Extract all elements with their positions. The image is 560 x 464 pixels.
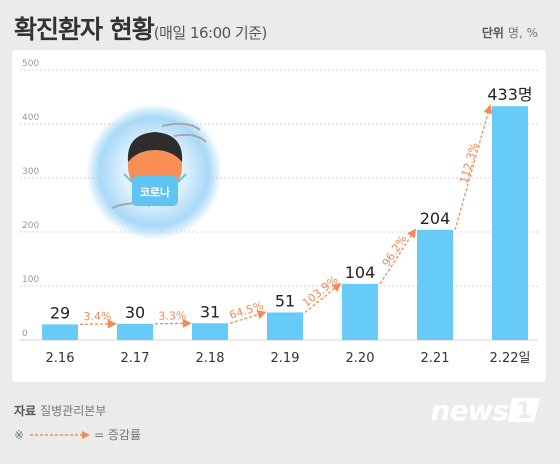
virus-illustration: 코로나 [86, 104, 222, 240]
chart-panel: 0 100 200 300 400 500 코로나 3.4% 3.3% 64.5% 103.9%… [12, 50, 546, 382]
unit-label-value: 명, % [507, 26, 538, 40]
legend: ※ = 증감률 [14, 426, 141, 443]
growth-arrow [454, 104, 493, 231]
bar-value-label: 31 [200, 302, 220, 321]
bar-value-label: 51 [275, 291, 295, 310]
logo-text: news [430, 393, 509, 427]
bar-value-label: 29 [50, 303, 70, 322]
source-label: 자료 [14, 404, 37, 418]
news1-logo: news 1 [431, 392, 544, 428]
bar [192, 323, 228, 340]
legend-mark: ※ [14, 427, 25, 442]
x-tick-label: 2.17 [121, 351, 150, 366]
y-tick-label: 500 [22, 59, 39, 69]
source-note: 자료 질병관리본부 [14, 402, 106, 419]
growth-arrow [304, 282, 342, 313]
x-tick-label: 2.18 [196, 351, 225, 366]
bar-value-label: 204 [420, 209, 451, 228]
unit-label: 단위 명, % [482, 24, 538, 41]
bar-value-label: 433명 [487, 85, 532, 104]
y-tick-label: 100 [22, 275, 39, 285]
legend-arrow-icon [30, 430, 91, 439]
bar [342, 283, 378, 340]
bar [117, 323, 153, 340]
bar [417, 229, 453, 340]
chart-title: 확진환자 현황(매일 16:00 기준) [14, 10, 267, 46]
bar [492, 106, 528, 341]
y-tick-label: 0 [22, 329, 28, 339]
logo-mark-icon: 1 [508, 398, 540, 424]
growth-arrow [229, 310, 267, 324]
y-tick-label: 300 [22, 167, 39, 177]
bar [42, 324, 78, 340]
growth-arrow [79, 319, 117, 329]
x-tick-label: 2.16 [46, 351, 75, 366]
y-axis-ticks: 0 100 200 300 400 500 [22, 59, 39, 339]
bar-value-label: 30 [125, 303, 145, 322]
bar-value-label: 104 [345, 263, 376, 282]
legend-text: = 증감률 [94, 428, 142, 442]
title-main: 확진환자 현황 [14, 15, 155, 44]
growth-arrow [379, 228, 416, 285]
value-labels: 29 30 31 51 104 204 433명 [50, 85, 533, 322]
x-tick-label: 2.20 [346, 351, 375, 366]
y-tick-label: 400 [22, 113, 39, 123]
x-axis-labels: 2.16 2.17 2.18 2.19 2.20 2.21 2.22일 [46, 351, 531, 366]
source-value: 질병관리본부 [40, 404, 107, 418]
growth-arrow [154, 318, 192, 328]
y-tick-label: 200 [22, 221, 39, 231]
wind-line [161, 122, 201, 131]
growth-rate-label: 96.2% [380, 233, 410, 269]
x-tick-label: 2.19 [271, 351, 300, 366]
growth-rate-label: 103.9% [300, 273, 341, 310]
face-icon: 코로나 [123, 132, 187, 206]
mask-icon [132, 176, 178, 206]
unit-label-key: 단위 [481, 26, 504, 40]
svg-text:1: 1 [516, 399, 531, 424]
bars [42, 106, 528, 341]
bar [267, 312, 303, 340]
wind-line [173, 133, 207, 143]
mask-label: 코로나 [140, 185, 170, 199]
title-subtitle: (매일 16:00 기준) [153, 24, 268, 42]
growth-rate-label: 3.3% [158, 309, 186, 322]
x-tick-label: 2.22일 [490, 351, 531, 366]
growth-rate-label: 3.4% [83, 310, 111, 323]
x-tick-label: 2.21 [421, 351, 450, 366]
